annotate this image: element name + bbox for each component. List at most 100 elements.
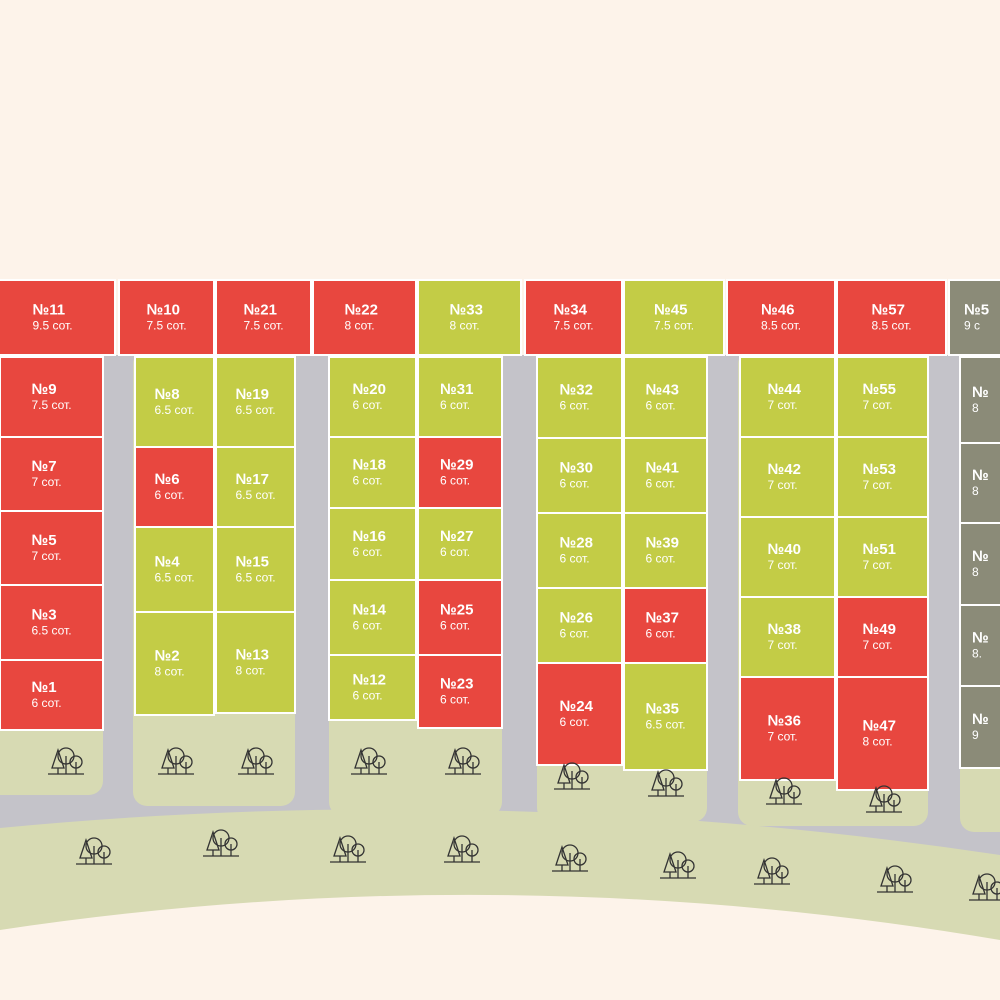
plot-area: 7 сот. xyxy=(768,638,798,652)
plot xyxy=(0,436,104,512)
plot xyxy=(739,436,836,518)
plot xyxy=(959,604,1000,687)
plot-number: №23 xyxy=(440,676,473,693)
tree xyxy=(238,762,274,775)
tree xyxy=(333,835,347,862)
plot xyxy=(312,279,417,356)
tree-icon xyxy=(754,857,790,885)
plot xyxy=(0,510,104,586)
plot-area: 6.5 сот. xyxy=(236,488,276,502)
tree-icon xyxy=(969,873,1000,901)
tree-icon xyxy=(877,865,913,893)
plot-area: 6 сот. xyxy=(646,552,676,566)
plot xyxy=(836,436,929,518)
plot xyxy=(536,662,623,766)
tree xyxy=(766,792,802,805)
tree-icon xyxy=(158,747,194,775)
plot-number: №9 xyxy=(32,381,57,398)
plot-number: №3 xyxy=(32,607,57,624)
tree xyxy=(555,844,569,871)
plot-area: 6 сот. xyxy=(353,398,383,412)
plot xyxy=(524,279,623,356)
plot xyxy=(623,662,708,771)
plot-number: №28 xyxy=(560,535,593,552)
plot-number: №15 xyxy=(236,554,269,571)
tree xyxy=(866,800,902,813)
plot-area: 6 сот. xyxy=(353,619,383,633)
tree xyxy=(161,747,175,774)
plot-area: 8 сот. xyxy=(345,319,375,333)
plot-area: 7 сот. xyxy=(768,558,798,572)
plot-area: 6.5 сот. xyxy=(646,718,686,732)
plot xyxy=(959,685,1000,769)
plot-number: №31 xyxy=(440,381,473,398)
plot-area: 8.5 сот. xyxy=(761,319,801,333)
plot-number: №16 xyxy=(353,528,386,545)
plot-number: №32 xyxy=(560,382,593,399)
plot xyxy=(623,356,708,439)
plot xyxy=(623,512,708,589)
plot xyxy=(0,356,104,438)
plot-area: 6 сот. xyxy=(560,552,590,566)
tree xyxy=(448,747,462,774)
plot xyxy=(739,356,836,438)
plot-number: №43 xyxy=(646,382,679,399)
tree xyxy=(354,747,368,774)
tree xyxy=(660,866,696,879)
plot xyxy=(215,611,296,714)
plot-number: №8 xyxy=(155,386,180,403)
tree xyxy=(869,785,883,812)
plot-number: №22 xyxy=(345,302,378,319)
plot-area: 6 сот. xyxy=(646,399,676,413)
plot-number: №35 xyxy=(646,701,679,718)
tree xyxy=(447,835,461,862)
plot-number: №5 xyxy=(32,532,57,549)
plot-number: №26 xyxy=(560,610,593,627)
plot xyxy=(134,446,215,528)
plot xyxy=(948,279,1000,356)
plot xyxy=(836,516,929,598)
plot xyxy=(836,676,929,791)
plot-area: 8 xyxy=(972,565,979,579)
plot-number: №25 xyxy=(440,602,473,619)
plot xyxy=(215,279,312,356)
plot-area: 8 сот. xyxy=(863,735,893,749)
plot-area: 9 с xyxy=(964,319,980,333)
plot-number: №41 xyxy=(646,460,679,477)
plot xyxy=(959,522,1000,606)
plot-number: № xyxy=(972,384,989,401)
plot-area: 6 сот. xyxy=(353,689,383,703)
tree xyxy=(969,888,1000,901)
plot-number: №42 xyxy=(768,461,801,478)
plot-number: №19 xyxy=(236,386,269,403)
plot-area: 7 сот. xyxy=(768,398,798,412)
tree xyxy=(158,762,194,775)
tree xyxy=(330,850,366,863)
plot xyxy=(134,611,215,716)
tree xyxy=(651,769,665,796)
tree xyxy=(557,762,571,789)
plot-number: №53 xyxy=(863,461,896,478)
plot xyxy=(739,516,836,598)
plot-number: №21 xyxy=(244,302,277,319)
plot-area: 7 сот. xyxy=(768,478,798,492)
tree-icon xyxy=(554,762,590,790)
plot-area: 6 сот. xyxy=(646,627,676,641)
plot-area: 6 сот. xyxy=(155,488,185,502)
plot-number: №5 xyxy=(964,302,989,319)
plot-number: № xyxy=(972,711,989,728)
plot-area: 8 сот. xyxy=(236,664,266,678)
plot-area: 7 сот. xyxy=(32,549,62,563)
plot-area: 7.5 сот. xyxy=(554,319,594,333)
plot xyxy=(134,356,215,448)
plot-area: 7 сот. xyxy=(863,558,893,572)
plot-area: 7 сот. xyxy=(32,475,62,489)
tree xyxy=(880,865,894,892)
plot-area: 6 сот. xyxy=(646,477,676,491)
plot-number: №57 xyxy=(872,302,905,319)
tree xyxy=(663,851,677,878)
plot xyxy=(623,437,708,514)
plot-number: №18 xyxy=(353,457,386,474)
plot-area: 6 сот. xyxy=(440,693,470,707)
